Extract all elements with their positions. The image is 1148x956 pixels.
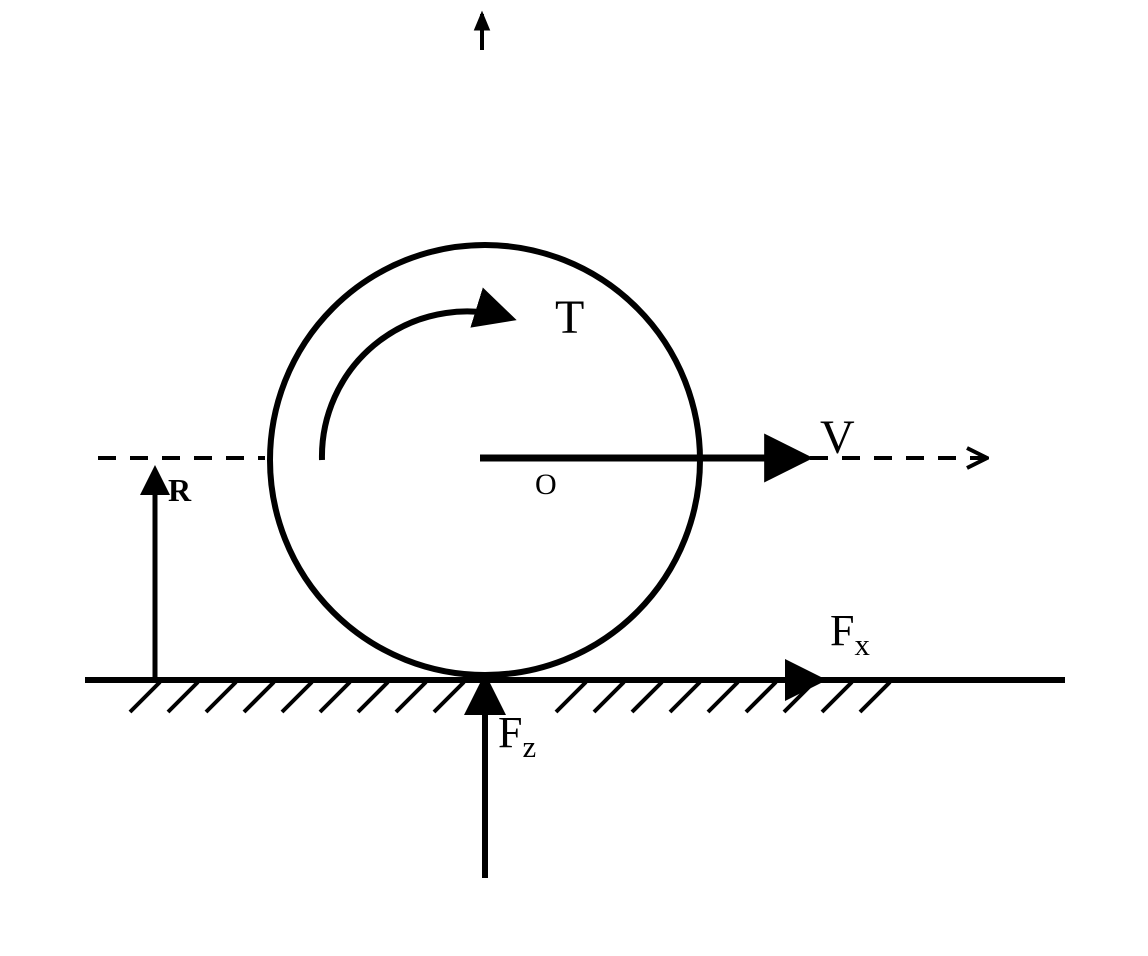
label-fx-base: F xyxy=(830,606,854,655)
label-fz: Fz xyxy=(498,707,536,765)
label-fz-sub: z xyxy=(522,730,536,764)
label-fx-sub: x xyxy=(854,628,869,662)
label-fx: Fx xyxy=(830,605,870,663)
torque-arc xyxy=(322,311,510,460)
label-v: V xyxy=(820,410,855,465)
label-t: T xyxy=(555,290,584,345)
label-o: O xyxy=(535,468,557,502)
label-r: R xyxy=(168,472,191,509)
label-fz-base: F xyxy=(498,708,522,757)
